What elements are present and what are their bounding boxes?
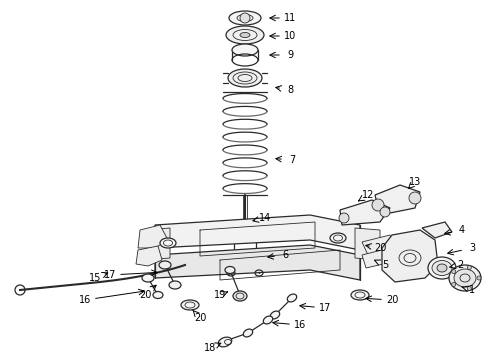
Text: 7: 7 [289,155,295,165]
Polygon shape [340,200,390,225]
Ellipse shape [437,264,447,272]
Circle shape [467,266,471,270]
Text: 20: 20 [139,290,151,300]
Text: 12: 12 [362,190,374,200]
Ellipse shape [181,300,199,310]
Ellipse shape [229,11,261,25]
Text: 1: 1 [469,285,475,295]
Ellipse shape [225,266,235,274]
Text: 3: 3 [469,243,475,253]
Text: 16: 16 [79,295,91,305]
Circle shape [380,207,390,217]
Ellipse shape [159,261,171,269]
Circle shape [409,192,421,204]
Polygon shape [362,248,392,268]
Ellipse shape [244,329,253,337]
Text: 10: 10 [284,31,296,41]
Text: 20: 20 [194,313,206,323]
Polygon shape [136,246,162,266]
Circle shape [467,287,471,291]
Ellipse shape [228,69,262,87]
Ellipse shape [218,337,232,347]
Text: 13: 13 [409,177,421,187]
Text: 15: 15 [89,273,101,283]
Polygon shape [362,235,395,255]
Text: 6: 6 [282,250,288,260]
Ellipse shape [263,316,272,324]
Ellipse shape [454,269,476,287]
Circle shape [477,276,481,280]
Circle shape [240,13,250,23]
Text: 20: 20 [386,295,398,305]
Text: 20: 20 [374,243,386,253]
Text: 16: 16 [294,320,306,330]
Text: 5: 5 [382,260,388,270]
Ellipse shape [233,291,247,301]
Text: 17: 17 [319,303,331,313]
Text: 14: 14 [259,213,271,223]
Ellipse shape [432,261,452,275]
Circle shape [452,283,456,287]
Text: 9: 9 [287,50,293,60]
Ellipse shape [351,290,369,300]
Polygon shape [375,185,420,215]
Ellipse shape [270,311,280,319]
Text: 11: 11 [284,13,296,23]
Ellipse shape [232,44,258,56]
Polygon shape [145,228,170,260]
Text: 2: 2 [457,260,463,270]
Polygon shape [355,228,380,260]
Ellipse shape [160,238,176,248]
Polygon shape [155,245,360,280]
Circle shape [452,270,456,274]
Text: 19: 19 [214,290,226,300]
Polygon shape [155,215,360,250]
Ellipse shape [226,26,264,44]
Polygon shape [422,222,452,238]
Ellipse shape [169,281,181,289]
Circle shape [372,199,384,211]
Text: 8: 8 [287,85,293,95]
Ellipse shape [428,257,456,279]
Text: 17: 17 [104,270,116,280]
Polygon shape [138,225,168,248]
Ellipse shape [330,233,346,243]
Text: 18: 18 [204,343,216,353]
Ellipse shape [287,294,296,302]
Ellipse shape [240,32,250,37]
Circle shape [339,213,349,223]
Ellipse shape [142,274,154,282]
Ellipse shape [449,265,481,291]
Text: 4: 4 [459,225,465,235]
Polygon shape [382,230,438,282]
Ellipse shape [153,292,163,298]
